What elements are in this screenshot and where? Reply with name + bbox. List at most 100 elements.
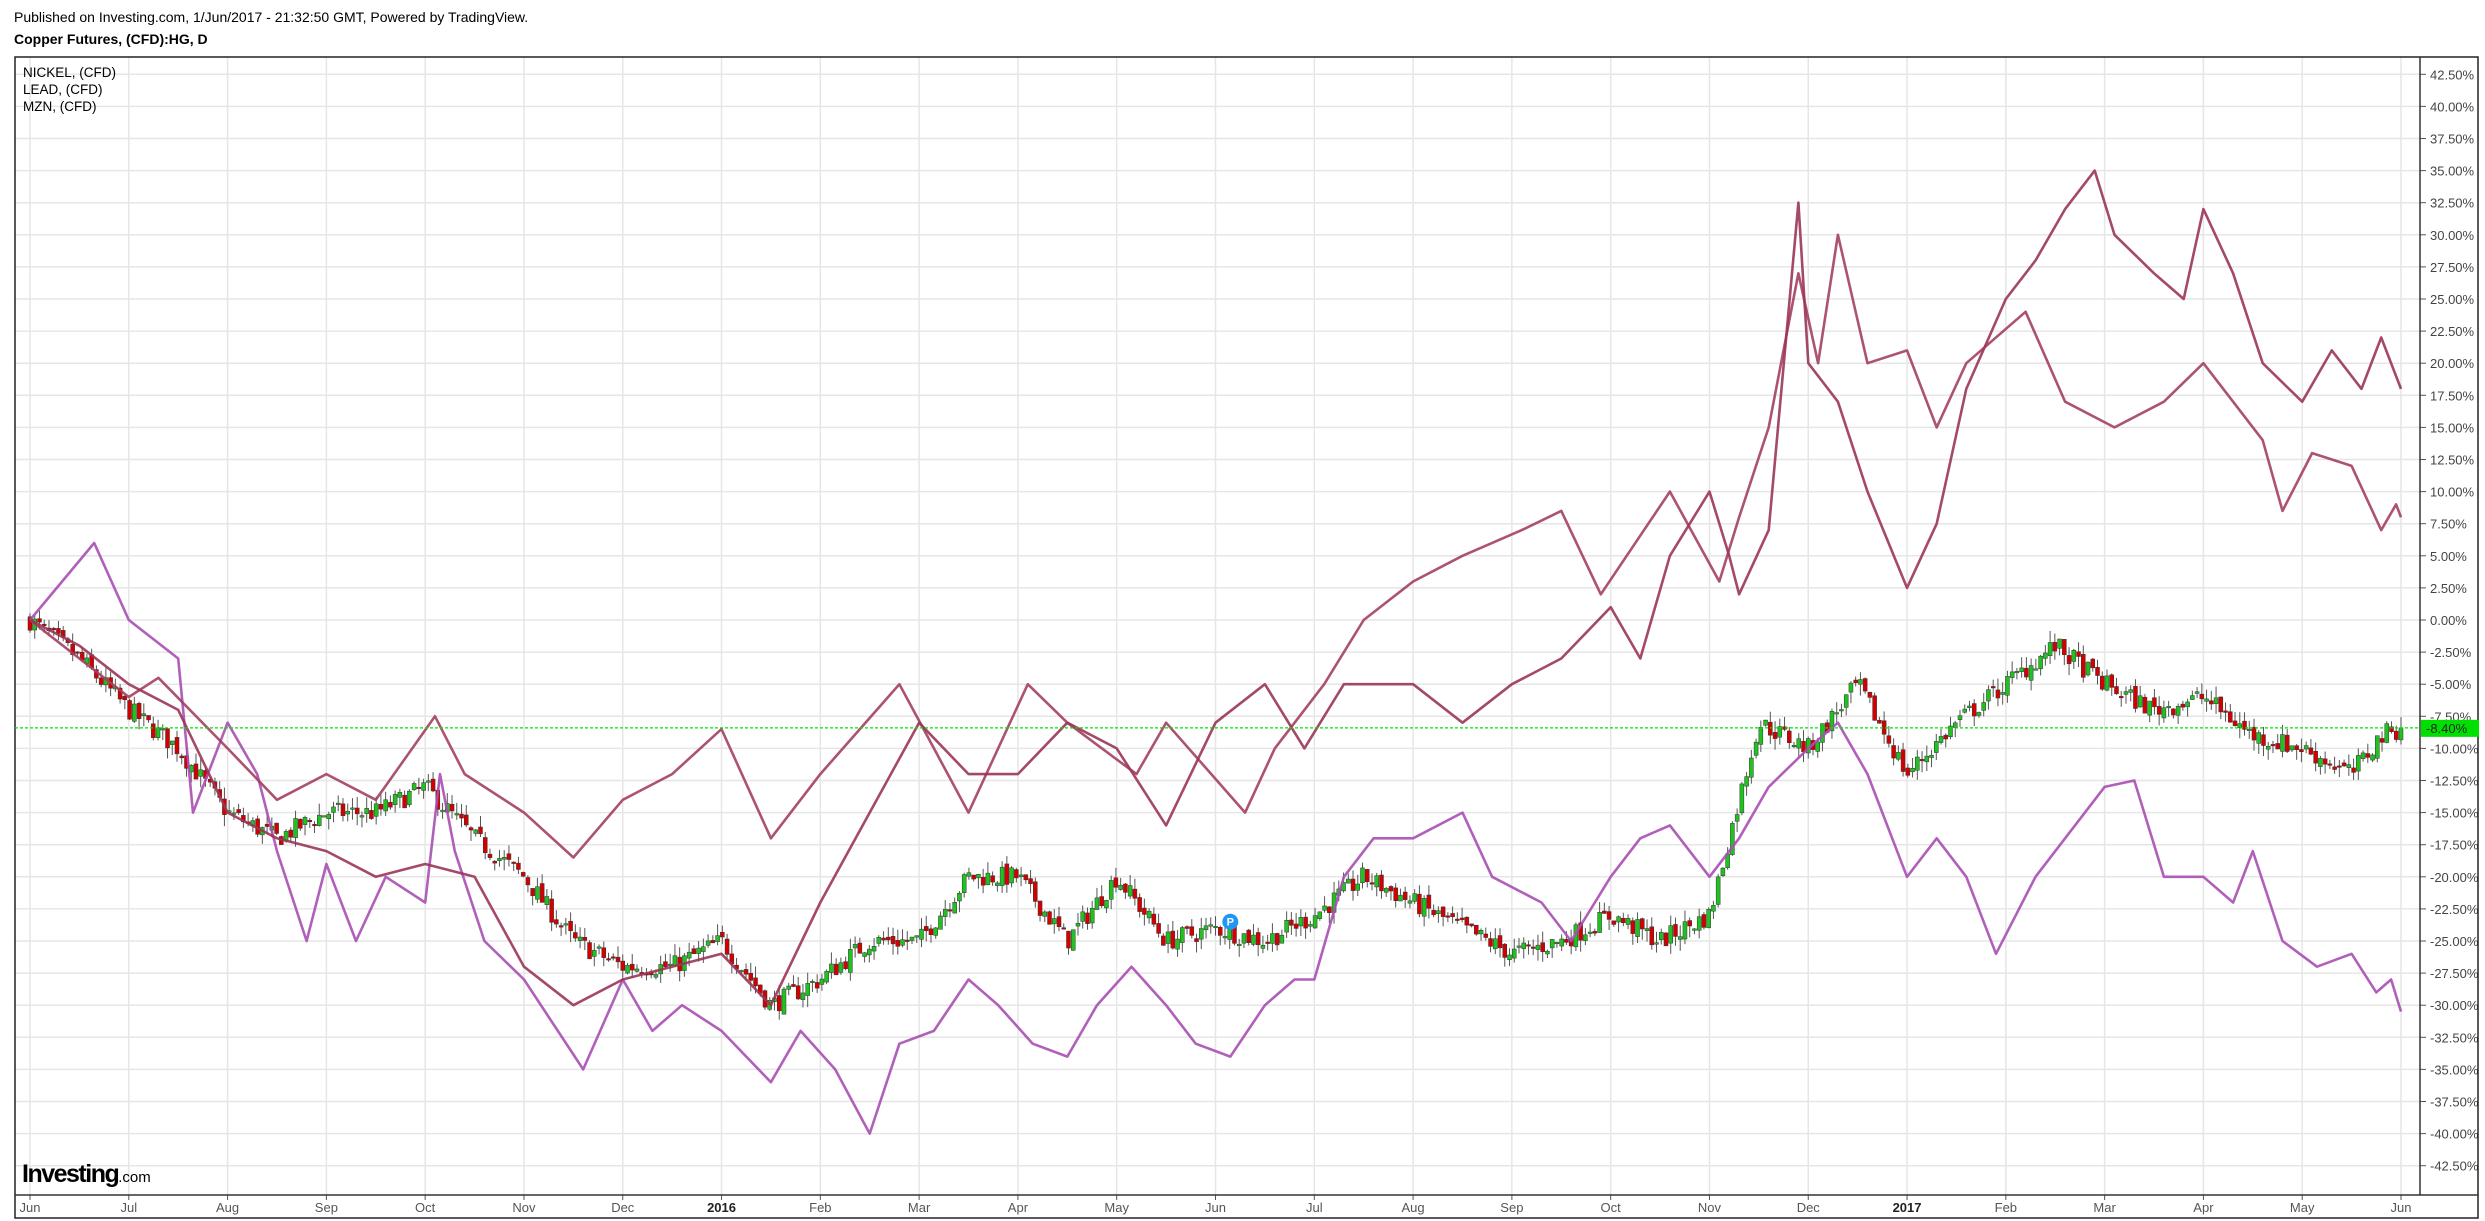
candle-body bbox=[1312, 915, 1318, 929]
candle-body bbox=[1274, 933, 1280, 946]
candle-body bbox=[397, 792, 403, 798]
candle-body bbox=[748, 973, 754, 981]
candle-body bbox=[1706, 908, 1711, 929]
candle-body bbox=[895, 940, 901, 947]
candle-body bbox=[1175, 938, 1180, 950]
candle-body bbox=[1199, 928, 1204, 940]
candle-body bbox=[1597, 912, 1602, 933]
x-tick-label: Aug bbox=[1402, 1200, 1425, 1215]
candle-body bbox=[1346, 878, 1351, 884]
candle-body bbox=[554, 919, 559, 925]
candle-body bbox=[345, 810, 350, 815]
candle-body bbox=[335, 802, 341, 805]
candle-body bbox=[909, 936, 915, 941]
candle-body bbox=[1867, 691, 1873, 698]
candle-body bbox=[1990, 686, 1996, 689]
candle-body bbox=[1293, 923, 1299, 929]
candle-body bbox=[686, 951, 692, 959]
candle-body bbox=[601, 947, 607, 958]
y-tick-label: -20.00% bbox=[2430, 870, 2479, 885]
candle-body bbox=[127, 700, 132, 720]
candle-body bbox=[2280, 734, 2285, 752]
candle-body bbox=[1464, 916, 1470, 926]
candle-body bbox=[2128, 689, 2133, 693]
candle-body bbox=[1953, 722, 1958, 728]
candle-body bbox=[1042, 911, 1048, 917]
candle-body bbox=[2228, 711, 2233, 723]
candle-body bbox=[317, 814, 322, 826]
candle-body bbox=[1578, 922, 1583, 941]
candle-body bbox=[482, 837, 488, 854]
candle-body bbox=[582, 937, 588, 941]
candle-body bbox=[2033, 668, 2039, 671]
candle-body bbox=[1938, 736, 1944, 743]
candle-body bbox=[2247, 728, 2252, 731]
candle-body bbox=[1412, 893, 1417, 902]
candle-body bbox=[928, 928, 934, 935]
candle-body bbox=[1165, 931, 1171, 944]
candle-body bbox=[1455, 918, 1460, 921]
candle-body bbox=[464, 814, 469, 826]
x-tick-label: Oct bbox=[1601, 1200, 1622, 1215]
candle-body bbox=[2133, 686, 2138, 709]
x-tick-label: Jun bbox=[20, 1200, 41, 1215]
candle-body bbox=[1540, 942, 1545, 953]
candle-body bbox=[179, 755, 184, 759]
x-tick-label: Apr bbox=[2193, 1200, 2214, 1215]
candle-body bbox=[364, 808, 369, 814]
candle-body bbox=[359, 815, 365, 818]
y-tick-label: 35.00% bbox=[2430, 164, 2475, 179]
candle-body bbox=[1369, 882, 1375, 885]
candle-body bbox=[1246, 929, 1251, 943]
candle-body bbox=[1402, 891, 1408, 900]
candle-body bbox=[776, 995, 782, 1012]
candle-body bbox=[1360, 867, 1365, 883]
candle-body bbox=[900, 939, 905, 946]
candle-body bbox=[1877, 719, 1882, 724]
candle-body bbox=[824, 971, 829, 983]
legend-item-mzn[interactable]: MZN, (CFD) bbox=[23, 99, 97, 114]
candle-body bbox=[905, 939, 910, 942]
candle-body bbox=[843, 961, 848, 969]
candle-body bbox=[1085, 912, 1090, 924]
candle-body bbox=[1815, 741, 1820, 752]
candle-body bbox=[1910, 768, 1915, 773]
candle-body bbox=[1213, 926, 1218, 929]
candle-body bbox=[388, 801, 393, 808]
candle-body bbox=[392, 794, 398, 805]
candle-body bbox=[1843, 694, 1849, 708]
candle-body bbox=[990, 875, 995, 883]
candle-body bbox=[369, 810, 374, 819]
legend-item-nickel[interactable]: NICKEL, (CFD) bbox=[23, 65, 117, 80]
series-line-lead bbox=[29, 233, 2403, 859]
candle-body bbox=[701, 946, 706, 952]
candle-body bbox=[373, 803, 379, 817]
candle-body bbox=[876, 937, 882, 944]
candle-body bbox=[2346, 764, 2352, 768]
candle-body bbox=[914, 935, 920, 938]
candle-body bbox=[1289, 919, 1294, 926]
candle-body bbox=[2137, 695, 2143, 708]
candle-body bbox=[1028, 878, 1033, 885]
candle-body bbox=[1009, 867, 1014, 884]
candle-body bbox=[2232, 720, 2238, 726]
candle-body bbox=[2303, 745, 2309, 750]
candle-body bbox=[753, 977, 758, 987]
legend-item-lead[interactable]: LEAD, (CFD) bbox=[23, 82, 103, 97]
candle-body bbox=[1388, 886, 1394, 892]
candle-body bbox=[1146, 910, 1152, 919]
candle-body bbox=[350, 807, 355, 810]
candle-body bbox=[506, 853, 512, 860]
candle-body bbox=[2199, 693, 2205, 700]
candle-body bbox=[743, 969, 749, 975]
candle-body bbox=[573, 932, 578, 939]
candle-body bbox=[1260, 944, 1266, 949]
candle-body bbox=[1649, 926, 1655, 946]
candle-body bbox=[1132, 888, 1138, 899]
candle-body bbox=[2209, 700, 2214, 705]
candle-body bbox=[440, 809, 445, 812]
candle-body bbox=[1483, 933, 1489, 938]
candle-body bbox=[2289, 745, 2295, 751]
candle-body bbox=[852, 944, 858, 949]
